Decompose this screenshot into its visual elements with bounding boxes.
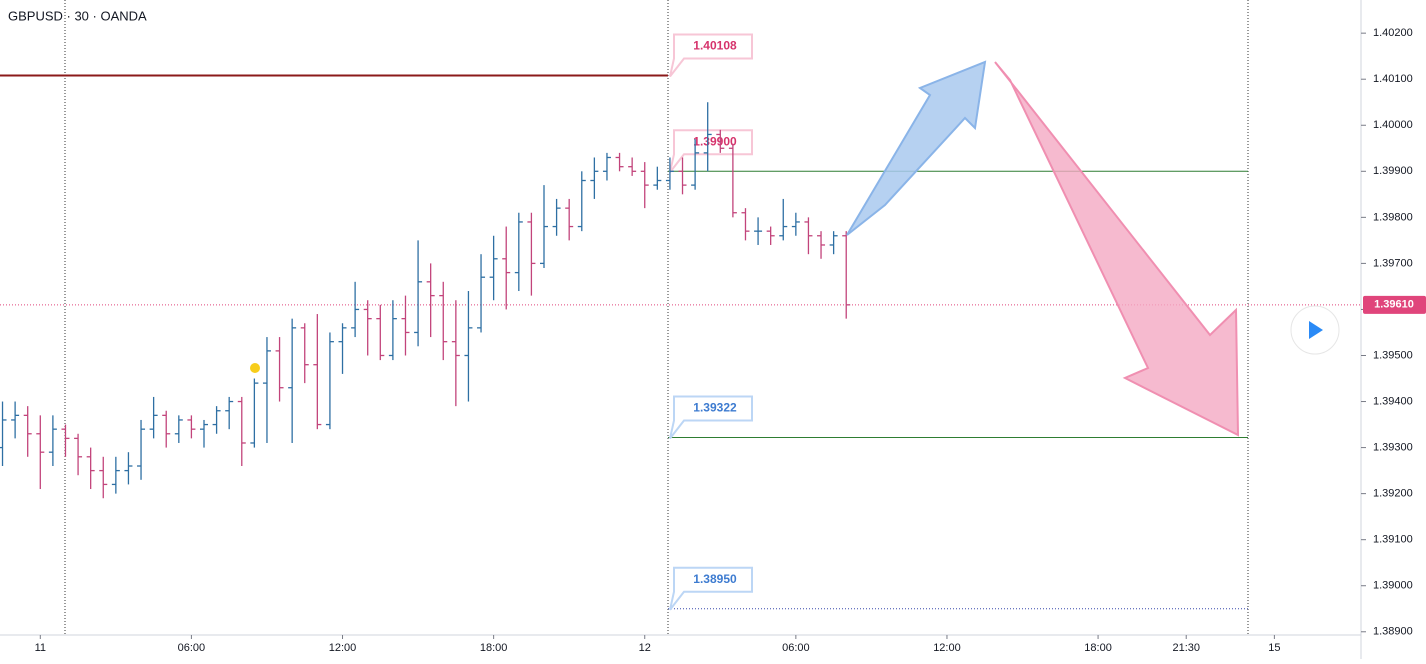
y-tick-label: 1.39000 — [1373, 580, 1413, 592]
x-tick-label: 11 — [35, 642, 46, 654]
event-marker — [250, 363, 260, 373]
y-tick-label: 1.39800 — [1373, 211, 1413, 223]
last-price-label: 1.39610 — [1374, 299, 1414, 311]
y-tick-label: 1.39400 — [1373, 395, 1413, 407]
level-label: 1.40108 — [693, 39, 737, 53]
y-tick-label: 1.39900 — [1373, 165, 1413, 177]
level-label-box — [669, 129, 753, 173]
level-label: 1.38950 — [693, 572, 737, 586]
x-tick-label: 12:00 — [933, 642, 961, 654]
x-tick-label: 15 — [1268, 642, 1280, 654]
up-arrow — [846, 60, 987, 236]
x-tick-label: 12 — [639, 642, 651, 654]
x-tick-label: 18:00 — [480, 642, 508, 654]
y-tick-label: 1.38900 — [1373, 626, 1413, 638]
y-tick-label: 1.39700 — [1373, 257, 1413, 269]
symbol-title: GBPUSD · 30 · OANDA — [8, 8, 147, 23]
plot: 1.40108 1.39900 1.39322 1.38950 — [0, 33, 1361, 611]
last-price-badge — [1363, 295, 1426, 314]
x-tick-label: 06:00 — [782, 642, 810, 654]
y-tick-label: 1.40100 — [1373, 73, 1413, 85]
play-icon — [1309, 321, 1323, 339]
y-tick-label: 1.39500 — [1373, 349, 1413, 361]
y-tick-label: 1.40200 — [1373, 27, 1413, 39]
level-label-box — [669, 566, 753, 611]
y-tick-label: 1.39200 — [1373, 488, 1413, 500]
y-tick-label: 1.39100 — [1373, 534, 1413, 546]
level-label-box — [669, 395, 753, 440]
level-label: 1.39900 — [693, 134, 737, 148]
x-tick-label: 21:30 — [1172, 642, 1200, 654]
y-tick-label: 1.39300 — [1373, 441, 1413, 453]
x-tick-label: 12:00 — [329, 642, 357, 654]
y-tick-label: 1.40000 — [1373, 119, 1413, 131]
down-arrow — [994, 61, 1240, 437]
x-tick-label: 06:00 — [178, 642, 206, 654]
x-tick-label: 18:00 — [1084, 642, 1112, 654]
level-label: 1.39322 — [693, 401, 737, 415]
level-label-box — [669, 33, 753, 78]
